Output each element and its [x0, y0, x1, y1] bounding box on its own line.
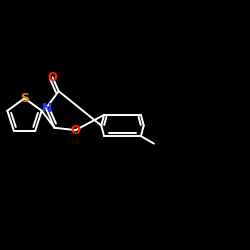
Text: S: S — [20, 92, 29, 105]
Text: O: O — [48, 71, 58, 84]
Text: N: N — [42, 102, 52, 115]
Text: O: O — [70, 124, 81, 137]
